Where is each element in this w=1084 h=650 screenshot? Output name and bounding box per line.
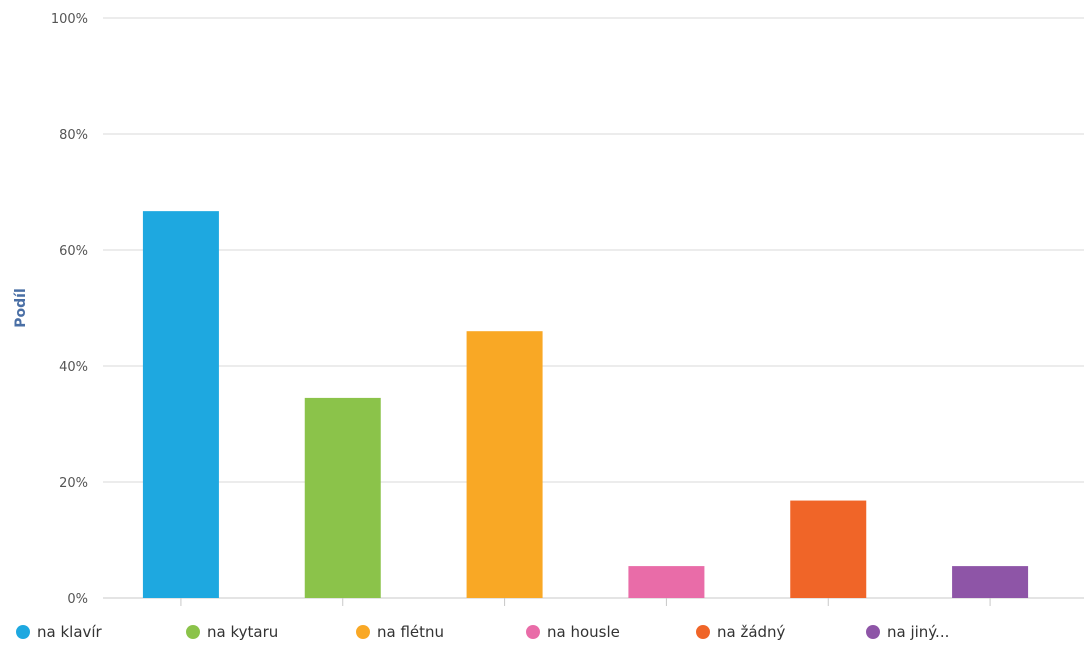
legend-item[interactable]: na flétnu bbox=[356, 622, 526, 642]
bar-4[interactable] bbox=[628, 566, 705, 598]
legend-label: na žádný bbox=[717, 623, 786, 641]
y-tick-label: 0% bbox=[67, 592, 88, 607]
y-tick-label: 40% bbox=[59, 360, 88, 375]
x-axis-ticks bbox=[180, 598, 991, 606]
legend-item[interactable]: na housle bbox=[526, 622, 696, 642]
y-tick-label: 60% bbox=[59, 244, 88, 259]
legend-label: na kytaru bbox=[207, 623, 279, 641]
bar-2[interactable] bbox=[304, 397, 381, 598]
legend-item[interactable]: na jiný... bbox=[866, 622, 986, 642]
gridlines bbox=[103, 17, 1084, 599]
legend: na klavír na kytaru na flétnu na housle na ž… bbox=[16, 622, 986, 642]
legend-dot-icon bbox=[526, 625, 540, 639]
bar-5[interactable] bbox=[790, 500, 867, 598]
legend-dot-icon bbox=[866, 625, 880, 639]
legend-label: na klavír bbox=[37, 623, 102, 641]
y-axis-title: Podíl bbox=[13, 288, 29, 328]
legend-dot-icon bbox=[356, 625, 370, 639]
legend-dot-icon bbox=[186, 625, 200, 639]
legend-item[interactable]: na klavír bbox=[16, 622, 186, 642]
bar-3[interactable] bbox=[466, 331, 543, 598]
y-tick-label: 100% bbox=[51, 12, 88, 27]
legend-item[interactable]: na kytaru bbox=[186, 622, 356, 642]
legend-item[interactable]: na žádný bbox=[696, 622, 866, 642]
bar-6[interactable] bbox=[952, 566, 1029, 598]
bar-chart: 0% 20% 40% 60% 80% 100% Podíl bbox=[13, 12, 1084, 607]
legend-label: na jiný... bbox=[887, 623, 950, 641]
y-tick-label: 80% bbox=[59, 128, 88, 143]
legend-label: na housle bbox=[547, 623, 620, 641]
legend-dot-icon bbox=[696, 625, 710, 639]
legend-dot-icon bbox=[16, 625, 30, 639]
y-axis-ticks: 0% 20% 40% 60% 80% 100% bbox=[51, 12, 88, 607]
legend-label: na flétnu bbox=[377, 623, 445, 641]
bars bbox=[142, 211, 1029, 598]
bar-1[interactable] bbox=[142, 211, 219, 598]
y-tick-label: 20% bbox=[59, 476, 88, 491]
